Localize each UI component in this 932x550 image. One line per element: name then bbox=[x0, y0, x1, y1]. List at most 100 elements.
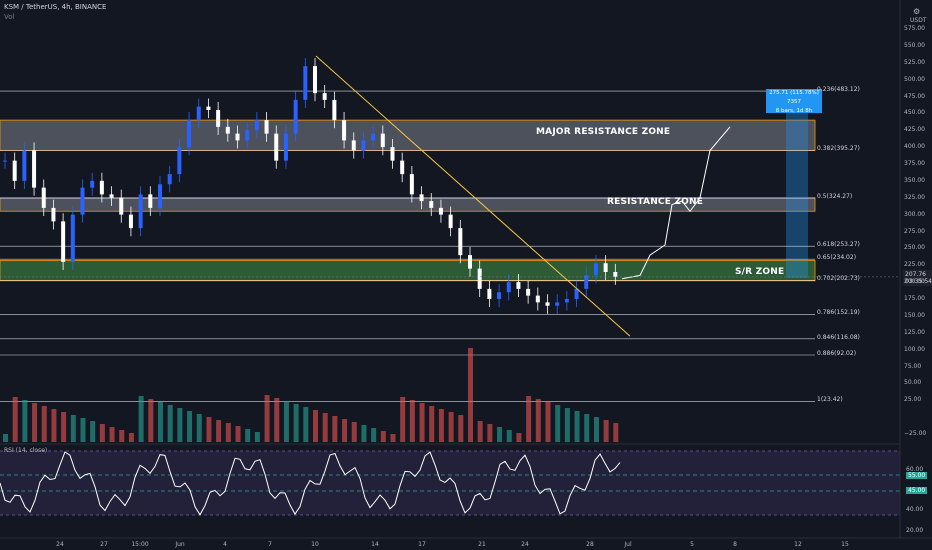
y-tick-20: 75.00 bbox=[904, 362, 922, 370]
x-tick-2: 15:00 bbox=[131, 541, 149, 548]
x-tick-6: 10 bbox=[311, 541, 319, 548]
volume-bar-38 bbox=[371, 428, 377, 442]
volume-bar-57 bbox=[555, 405, 561, 442]
volume-bar-59 bbox=[574, 411, 580, 442]
x-tick-16: 15 bbox=[841, 541, 849, 548]
volume-bar-16 bbox=[158, 402, 163, 442]
zone-rect-2 bbox=[0, 260, 816, 282]
candle-body-55 bbox=[535, 295, 540, 303]
volume-bar-28 bbox=[274, 398, 280, 442]
fib-label-6: 0.786(152.19) bbox=[817, 309, 860, 317]
volume-bar-61 bbox=[593, 417, 599, 442]
measure-projection bbox=[786, 113, 808, 278]
candle-body-33 bbox=[322, 93, 327, 100]
candle-body-29 bbox=[283, 133, 288, 161]
volume-bar-4 bbox=[41, 406, 47, 442]
y-tick-3: 500.00 bbox=[904, 75, 925, 83]
candle-body-30 bbox=[293, 99, 298, 134]
candle-body-58 bbox=[564, 299, 569, 303]
x-tick-8: 17 bbox=[418, 541, 426, 548]
rsi-label: RSI (14, close) bbox=[4, 447, 48, 454]
candle-body-43 bbox=[419, 194, 424, 202]
candle-body-54 bbox=[526, 288, 531, 296]
y-tick-18: 125.00 bbox=[904, 328, 925, 336]
resistance-label: RESISTANCE ZONE bbox=[607, 197, 704, 207]
candle-body-21 bbox=[206, 106, 211, 110]
measure-box[interactable]: 275.71 (115.78%) 7357 8 bars, 1d 8h bbox=[766, 89, 822, 114]
y-tick-23: −25.00 bbox=[904, 430, 927, 437]
candle-body-26 bbox=[254, 120, 259, 131]
candle-body-42 bbox=[409, 174, 414, 195]
candle-body-34 bbox=[332, 99, 337, 121]
settings-icon[interactable]: ⚙ bbox=[913, 7, 921, 16]
volume-bar-34 bbox=[332, 416, 338, 442]
volume-bar-10 bbox=[99, 424, 105, 442]
y-tick-5: 450.00 bbox=[904, 109, 925, 117]
candle-body-16 bbox=[158, 184, 162, 208]
countdown: 03:35:54 bbox=[905, 278, 932, 285]
volume-bar-11 bbox=[109, 427, 115, 442]
candle-body-50 bbox=[487, 288, 492, 299]
current-price-tag: 207.76 03:35:54 bbox=[903, 270, 932, 286]
candle-body-23 bbox=[225, 126, 230, 134]
x-tick-11: 28 bbox=[586, 541, 594, 548]
volume-bar-14 bbox=[138, 396, 144, 442]
fib-label-2: 0.5(324.27) bbox=[817, 193, 853, 201]
candle-body-53 bbox=[516, 282, 521, 289]
volume-bar-1 bbox=[12, 397, 18, 442]
volume-bar-31 bbox=[303, 407, 309, 442]
candle-body-20 bbox=[196, 106, 201, 121]
volume-bar-37 bbox=[361, 425, 367, 442]
volume-bar-9 bbox=[90, 421, 96, 442]
volume-bar-40 bbox=[390, 434, 396, 442]
fib-label-0: 0.236(483.12) bbox=[817, 86, 860, 94]
y-tick-8: 375.00 bbox=[904, 160, 925, 167]
candle-body-44 bbox=[429, 201, 434, 208]
y-tick-2: 525.00 bbox=[904, 58, 925, 66]
y-tick-16: 175.00 bbox=[904, 295, 925, 302]
candle-body-45 bbox=[438, 207, 443, 215]
y-tick-14: 225.00 bbox=[904, 261, 925, 269]
volume-bar-63 bbox=[613, 423, 619, 442]
y-tick-12: 275.00 bbox=[904, 227, 925, 235]
candle-body-39 bbox=[380, 133, 385, 148]
candle-body-27 bbox=[264, 120, 269, 134]
candle-body-37 bbox=[361, 140, 366, 151]
rsi-tick-2: 20.00 bbox=[906, 527, 924, 534]
volume-bar-44 bbox=[429, 406, 435, 442]
volume-bar-60 bbox=[584, 414, 590, 442]
x-tick-15: 12 bbox=[794, 541, 802, 548]
candle-body-32 bbox=[313, 66, 317, 94]
candle-body-9 bbox=[90, 180, 95, 188]
volume-bar-55 bbox=[535, 399, 541, 442]
x-tick-4: 4 bbox=[223, 541, 227, 548]
candle-body-15 bbox=[148, 194, 153, 208]
volume-bar-51 bbox=[497, 427, 503, 442]
volume-bar-52 bbox=[506, 430, 512, 442]
candle-body-24 bbox=[235, 133, 240, 141]
volume-bar-62 bbox=[603, 420, 609, 442]
candle-body-51 bbox=[497, 292, 502, 299]
volume-bar-20 bbox=[196, 414, 202, 442]
major-resistance-label: MAJOR RESISTANCE ZONE bbox=[536, 127, 671, 137]
x-tick-10: 24 bbox=[521, 541, 529, 548]
candle-body-14 bbox=[138, 194, 143, 229]
measure-line-1: 275.71 (115.78%) 7357 bbox=[769, 90, 819, 105]
candle-body-36 bbox=[351, 140, 356, 151]
fib-label-1: 0.382(395.27) bbox=[817, 145, 860, 153]
volume-bar-47 bbox=[458, 415, 464, 442]
x-tick-12: Jul bbox=[624, 541, 632, 548]
candle-body-19 bbox=[187, 120, 192, 148]
currency-label: USDT bbox=[910, 17, 927, 24]
candle-body-17 bbox=[167, 174, 172, 185]
volume-bar-25 bbox=[245, 429, 251, 442]
volume-bar-43 bbox=[419, 403, 425, 442]
candle-body-38 bbox=[371, 133, 376, 141]
candle-body-60 bbox=[584, 275, 589, 289]
volume-bar-35 bbox=[342, 419, 348, 442]
rsi-tick-1: 40.00 bbox=[906, 506, 924, 513]
volume-bar-42 bbox=[409, 400, 415, 442]
volume-bar-13 bbox=[128, 433, 134, 442]
rsi-line bbox=[0, 451, 621, 516]
y-tick-6: 425.00 bbox=[904, 126, 925, 134]
